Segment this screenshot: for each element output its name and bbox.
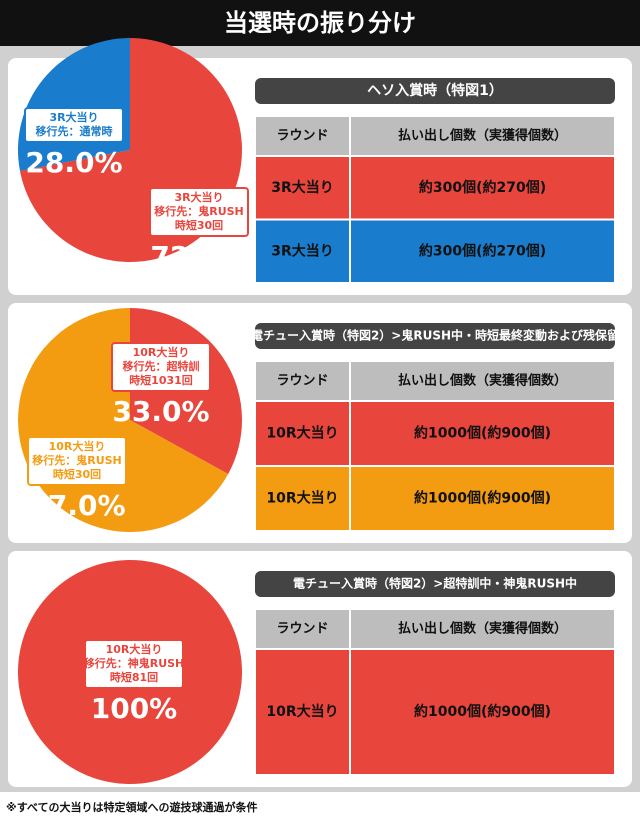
table-row [254, 465, 616, 532]
table-caption-bar [255, 78, 615, 104]
table-header-cell: 払い出し個数（実獲得個数） [398, 621, 567, 637]
table-header-cell: ラウンド [276, 129, 328, 144]
slice-label-box [111, 342, 211, 392]
footnote: ※すべての大当りは特定領域への遊技球通過が条件 [6, 800, 257, 814]
table-row [254, 400, 616, 467]
table-cell: 10R大当り [266, 703, 338, 720]
slice-label: 10R大当り [133, 345, 190, 359]
table-cell: 約1000個(約900個) [414, 490, 551, 507]
table-cell: 約300個(約270個) [419, 179, 546, 196]
header-bar [0, 0, 640, 46]
table-caption: ヘソ入賞時（特図1） [367, 82, 503, 99]
table-cell: 10R大当り [266, 490, 338, 507]
table-header-cell: ラウンド [276, 622, 328, 637]
table-header-cell: 払い出し個数（実獲得個数） [398, 373, 567, 389]
slice-value-label: 33.0% [112, 395, 209, 428]
table-cell: 約300個(約270個) [419, 242, 546, 259]
slice-label-box [27, 436, 127, 486]
slice-value-label: 28.0% [25, 146, 122, 179]
slice-label: 3R大当り [49, 110, 98, 124]
table-caption-bar [255, 323, 615, 349]
table-row [254, 648, 616, 776]
table-row [254, 218, 616, 284]
slice-label: 移行先：超特訓 [123, 359, 200, 373]
slice-value-label: 67.0% [28, 489, 125, 522]
slice-label: 移行先：通常時 [36, 124, 113, 138]
table-caption: 電チュー入賞時（特図2）>鬼RUSH中・時短最終変動および残保留 [251, 328, 619, 343]
table-caption-bar [255, 571, 615, 597]
slice-label: 移行先：鬼RUSH [32, 453, 122, 467]
slice-label: 時短30回 [53, 467, 101, 481]
slice-label: 時短1031回 [129, 373, 193, 387]
table-cell: 約1000個(約900個) [414, 703, 551, 720]
slice-label-box [24, 107, 124, 143]
slice-label-box [84, 639, 184, 689]
slice-value-label: 72.0% [150, 240, 247, 273]
slice-label: 10R大当り [106, 642, 163, 656]
slice-label: 時短30回 [175, 218, 223, 232]
slice-label: 3R大当り [174, 190, 223, 204]
table-cell: 3R大当り [271, 242, 334, 259]
slice-label: 時短81回 [110, 670, 158, 684]
table-cell: 約1000個(約900個) [414, 425, 551, 442]
table-cell: 3R大当り [271, 179, 334, 196]
table-header-row [254, 608, 616, 650]
slice-label: 10R大当り [49, 439, 106, 453]
page-title: 当選時の振り分け [224, 9, 416, 37]
table-cell: 10R大当り [266, 425, 338, 442]
slice-label-box [149, 187, 249, 237]
slice-value-label: 100% [91, 692, 178, 725]
table-header-cell: ラウンド [276, 374, 328, 389]
slice-label: 移行先：神鬼RUSH [84, 656, 185, 670]
slice-label: 移行先：鬼RUSH [154, 204, 244, 218]
table-header-cell: 払い出し個数（実獲得個数） [398, 128, 567, 144]
table-header-row [254, 115, 616, 157]
table-caption: 電チュー入賞時（特図2）>超特訓中・神鬼RUSH中 [293, 576, 577, 591]
